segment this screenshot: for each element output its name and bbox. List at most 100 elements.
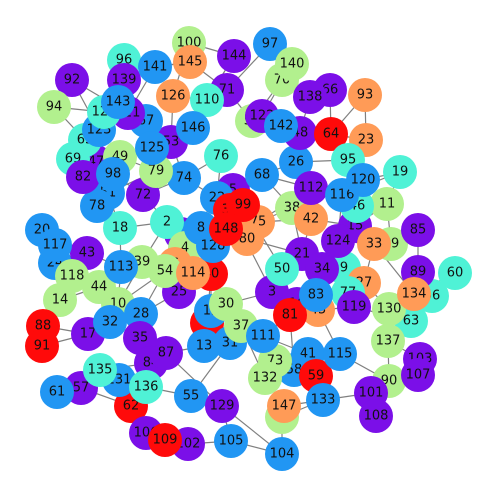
node-54: 54: [148, 254, 182, 288]
node-circle: [209, 212, 243, 246]
node-label: 97: [262, 37, 279, 52]
node-label: 17: [80, 327, 97, 342]
node-circle: [174, 379, 208, 413]
node-circle: [187, 329, 221, 363]
node-circle: [25, 329, 59, 363]
node-label: 132: [253, 371, 278, 386]
node-circle: [66, 160, 100, 194]
node-107: 107: [401, 358, 435, 392]
node-label: 130: [377, 302, 402, 317]
node-label: 116: [330, 188, 355, 203]
node-label: 101: [359, 386, 384, 401]
node-label: 144: [222, 49, 247, 64]
node-circle: [156, 79, 190, 113]
node-label: 43: [79, 246, 96, 261]
node-label: 5: [229, 183, 237, 198]
node-112: 112: [294, 171, 328, 205]
node-94: 94: [37, 90, 71, 124]
node-circle: [40, 375, 74, 409]
node-135: 135: [83, 353, 117, 387]
node-147: 147: [267, 389, 301, 423]
node-label: 79: [148, 164, 165, 179]
node-circle: [190, 83, 224, 117]
node-circle: [205, 389, 239, 423]
node-label: 113: [109, 260, 134, 275]
node-115: 115: [323, 337, 357, 371]
node-label: 137: [376, 334, 401, 349]
node-label: 74: [176, 171, 193, 186]
node-label: 82: [75, 170, 92, 185]
node-circle: [55, 259, 89, 293]
node-label: 60: [447, 266, 464, 281]
node-label: 37: [233, 319, 250, 334]
node-circle: [129, 370, 163, 404]
node-circle: [248, 361, 282, 395]
node-circle: [37, 90, 71, 124]
node-label: 147: [272, 399, 297, 414]
node-144: 144: [217, 39, 251, 73]
node-label: 62: [123, 399, 140, 414]
node-label: 26: [288, 155, 305, 170]
node-label: 124: [326, 234, 351, 249]
node-circle: [149, 336, 183, 370]
node-label: 85: [410, 223, 427, 238]
node-label: 142: [269, 119, 294, 134]
node-109: 109: [148, 423, 182, 457]
node-148: 148: [209, 212, 243, 246]
node-circle: [265, 437, 299, 471]
node-61: 61: [40, 375, 74, 409]
node-64: 64: [314, 117, 348, 151]
node-circle: [294, 202, 328, 236]
node-42: 42: [294, 202, 328, 236]
node-circle: [245, 158, 279, 192]
node-circle: [167, 161, 201, 195]
node-circle: [273, 298, 307, 332]
node-label: 42: [303, 212, 320, 227]
node-label: 108: [364, 409, 389, 424]
node-circle: [82, 270, 116, 304]
node-129: 129: [205, 389, 239, 423]
node-circle: [275, 47, 309, 81]
node-circle: [138, 50, 172, 84]
node-44: 44: [82, 270, 116, 304]
node-19: 19: [383, 155, 417, 189]
node-circle: [314, 117, 348, 151]
node-layer: 0123456789101112131415161718192021222324…: [25, 26, 472, 471]
node-28: 28: [124, 297, 158, 331]
node-circle: [217, 39, 251, 73]
node-13: 13: [187, 329, 221, 363]
node-circle: [214, 424, 248, 458]
node-label: 18: [112, 221, 129, 236]
node-50: 50: [265, 252, 299, 286]
node-143: 143: [101, 85, 135, 119]
node-circle: [370, 187, 404, 221]
node-119: 119: [337, 290, 371, 324]
node-label: 143: [106, 95, 131, 110]
node-124: 124: [321, 224, 355, 258]
node-146: 146: [176, 111, 210, 145]
node-label: 55: [183, 389, 200, 404]
node-85: 85: [401, 213, 435, 247]
node-label: 81: [282, 308, 299, 323]
node-label: 28: [133, 307, 150, 322]
node-label: 11: [379, 197, 396, 212]
node-circle: [438, 256, 472, 290]
node-label: 23: [358, 133, 375, 148]
node-label: 146: [181, 121, 206, 136]
node-circle: [204, 139, 238, 173]
node-97: 97: [253, 27, 287, 61]
node-label: 92: [64, 73, 81, 88]
node-label: 57: [73, 381, 90, 396]
node-label: 71: [219, 83, 236, 98]
node-26: 26: [279, 145, 313, 179]
node-label: 72: [135, 188, 152, 203]
node-125: 125: [135, 131, 169, 165]
node-circle: [253, 27, 287, 61]
node-label: 3: [268, 285, 276, 300]
node-87: 87: [149, 336, 183, 370]
node-label: 111: [251, 329, 276, 344]
node-label: 91: [34, 339, 51, 354]
node-label: 87: [158, 346, 175, 361]
node-label: 34: [314, 262, 331, 277]
node-label: 61: [49, 385, 66, 400]
